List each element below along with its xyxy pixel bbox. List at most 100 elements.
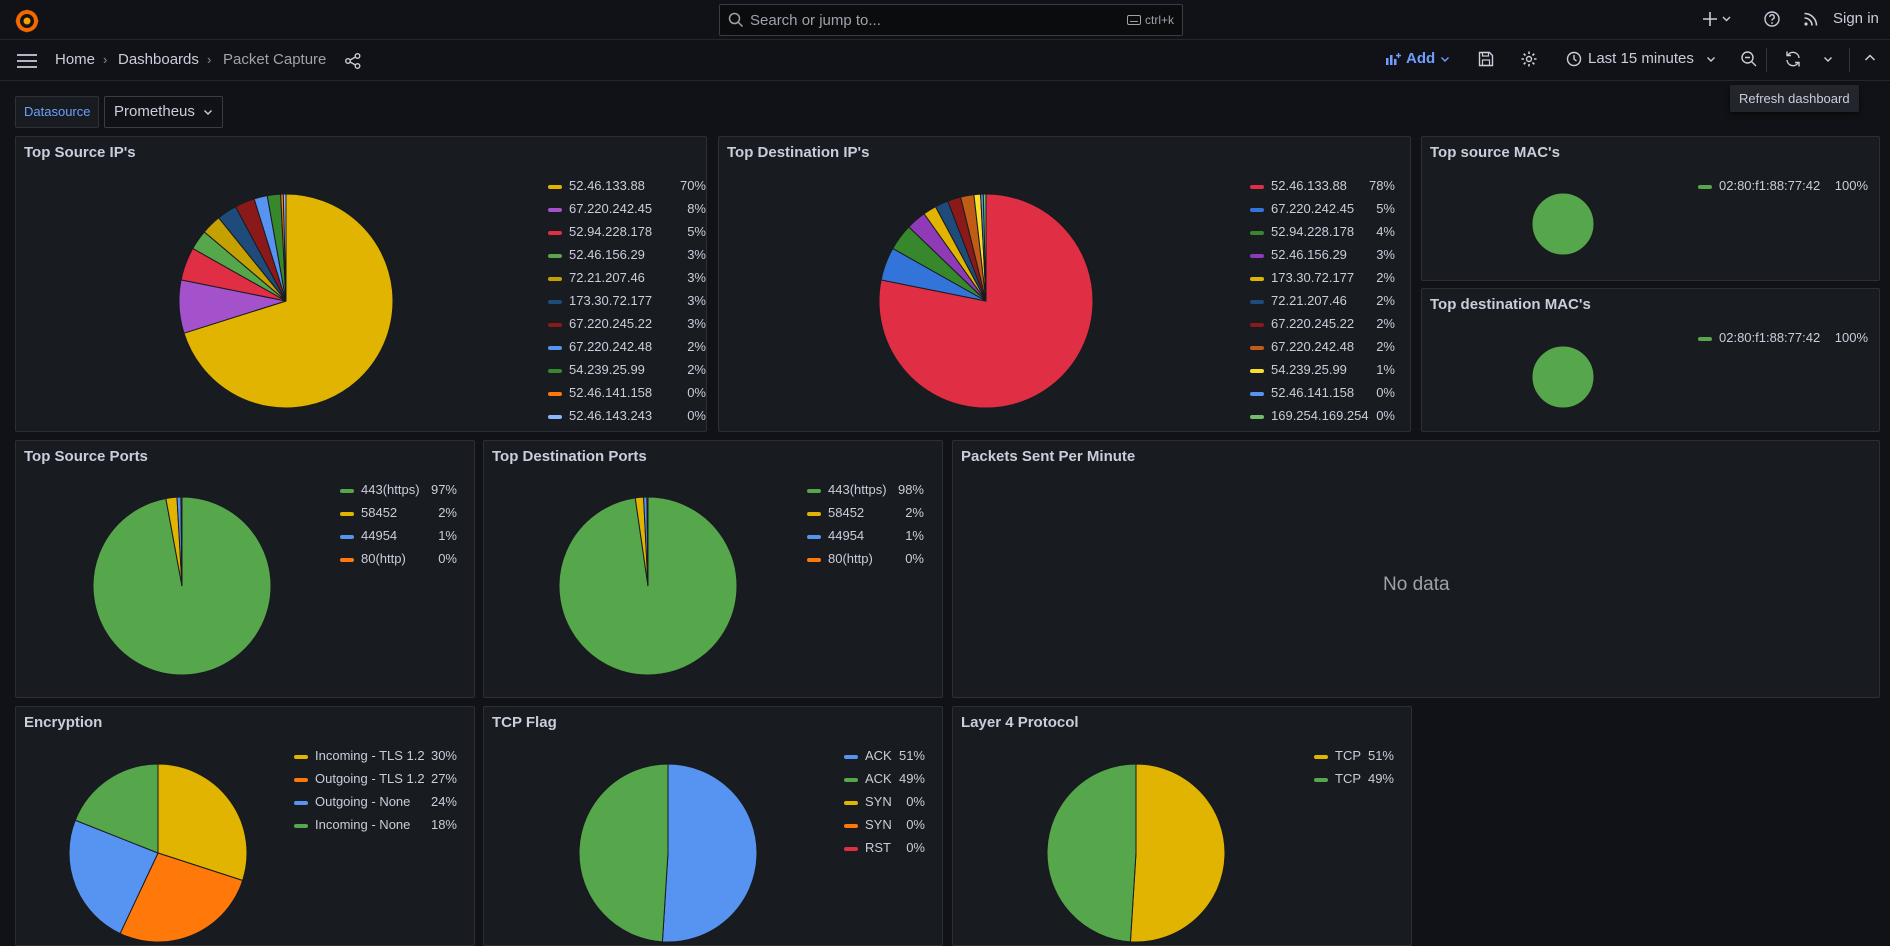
pie-slice-0[interactable]	[157, 763, 248, 882]
pie-chart[interactable]	[558, 496, 738, 676]
legend-item[interactable]: 58452 2%	[807, 504, 924, 527]
legend-item[interactable]: 67.220.242.45 8%	[548, 200, 706, 223]
legend-item[interactable]: 52.46.133.88 70%	[548, 177, 706, 200]
pie-chart[interactable]	[1046, 763, 1226, 943]
panel-top-source-macs[interactable]: Top source MAC's 02:80:f1:88:77:42 100%	[1421, 136, 1880, 281]
legend-item[interactable]: 52.94.228.178 5%	[548, 223, 706, 246]
refresh-interval-chevron-icon[interactable]	[1823, 55, 1833, 63]
add-button[interactable]: Add	[1385, 50, 1450, 67]
panel-top-source-ips[interactable]: Top Source IP's 52.46.133.88 70% 67.220.24…	[15, 136, 707, 432]
legend-item[interactable]: RST 0%	[844, 839, 925, 862]
collapse-chevron-up-icon[interactable]	[1864, 53, 1876, 63]
legend-item[interactable]: 443(https) 98%	[807, 481, 924, 504]
legend-percent: 3%	[1376, 247, 1395, 262]
legend-item[interactable]: 44954 1%	[807, 527, 924, 550]
breadcrumb-dashboards[interactable]: Dashboards	[118, 51, 199, 68]
legend-item[interactable]: TCP 51%	[1314, 747, 1394, 770]
chart-legend: ACK 51% ACK 49% SYN 0% SYN 0% RST 0%	[844, 747, 925, 862]
pie-chart[interactable]	[92, 496, 272, 676]
legend-item[interactable]: 72.21.207.46 3%	[548, 269, 706, 292]
panel-encryption[interactable]: Encryption Incoming - TLS 1.2 30% Outgoing…	[15, 706, 475, 946]
panel-top-source-ports[interactable]: Top Source Ports 443(https) 97% 58452 2% 449…	[15, 440, 475, 698]
save-icon[interactable]	[1477, 50, 1495, 68]
legend-item[interactable]: 67.220.245.22 3%	[548, 315, 706, 338]
panel-top-destination-ports[interactable]: Top Destination Ports 443(https) 98% 58452…	[483, 440, 943, 698]
share-icon[interactable]	[344, 52, 362, 70]
legend-item[interactable]: Incoming - TLS 1.2 30%	[294, 747, 457, 770]
panel-top-destination-macs[interactable]: Top destination MAC's 02:80:f1:88:77:42 1…	[1421, 288, 1880, 432]
legend-item[interactable]: 169.254.169.254 0%	[1250, 407, 1395, 430]
legend-item[interactable]: 52.46.141.158 0%	[1250, 384, 1395, 407]
grafana-logo-icon[interactable]	[14, 8, 40, 34]
pie-slice-1[interactable]	[578, 763, 669, 943]
help-button[interactable]	[1762, 9, 1782, 32]
legend-item[interactable]: 02:80:f1:88:77:42 100%	[1698, 329, 1868, 352]
legend-item[interactable]: 173.30.72.177 2%	[1250, 269, 1395, 292]
pie-chart[interactable]	[578, 763, 758, 943]
legend-item[interactable]: 80(http) 0%	[807, 550, 924, 573]
legend-item[interactable]: 02:80:f1:88:77:42 100%	[1698, 177, 1868, 200]
legend-item[interactable]: ACK 49%	[844, 770, 925, 793]
pie-slice-10[interactable]	[282, 193, 287, 302]
legend-item[interactable]: TCP 49%	[1314, 770, 1394, 793]
legend-item[interactable]: 67.220.242.48 2%	[548, 338, 706, 361]
breadcrumb-home[interactable]: Home	[55, 51, 96, 68]
pie-chart[interactable]	[878, 193, 1094, 409]
panel-packets-sent-per-minute[interactable]: Packets Sent Per Minute No data	[952, 440, 1880, 698]
legend-item[interactable]: 52.46.143.243 0%	[548, 407, 706, 430]
pie-chart[interactable]	[68, 763, 248, 943]
panel-top-destination-ips[interactable]: Top Destination IP's 52.46.133.88 78% 67.2…	[718, 136, 1411, 432]
legend-item[interactable]: 54.239.25.99 1%	[1250, 361, 1395, 384]
pie-slice-0[interactable]	[661, 763, 758, 943]
legend-swatch	[1250, 369, 1264, 373]
pie-chart[interactable]	[1531, 345, 1595, 409]
refresh-icon[interactable]	[1784, 50, 1802, 68]
legend-item[interactable]: 52.46.133.88 78%	[1250, 177, 1395, 200]
legend-item[interactable]: SYN 0%	[844, 793, 925, 816]
panel-layer4-protocol[interactable]: Layer 4 Protocol TCP 51% TCP 49%	[952, 706, 1412, 946]
datasource-variable-select[interactable]: Prometheus	[104, 96, 224, 128]
legend-item[interactable]: 58452 2%	[340, 504, 457, 527]
pie-slice-0[interactable]	[1531, 345, 1595, 409]
pie-slice-2[interactable]	[68, 819, 159, 935]
pie-slice-0[interactable]	[1129, 763, 1226, 943]
search-input[interactable]: Search or jump to... ctrl+k	[719, 4, 1183, 36]
legend-item[interactable]: 52.94.228.178 4%	[1250, 223, 1395, 246]
pie-slice-10[interactable]	[982, 193, 987, 302]
legend-swatch	[1250, 208, 1264, 212]
legend-item[interactable]: Outgoing - TLS 1.2 27%	[294, 770, 457, 793]
settings-gear-icon[interactable]	[1520, 50, 1538, 68]
news-button[interactable]	[1801, 9, 1821, 32]
panel-tcp-flag[interactable]: TCP Flag ACK 51% ACK 49% SYN 0% SYN 0% RST 0%	[483, 706, 943, 946]
zoom-out-icon[interactable]	[1740, 50, 1758, 68]
legend-item[interactable]: 52.46.156.29 3%	[1250, 246, 1395, 269]
legend-item[interactable]: SYN 0%	[844, 816, 925, 839]
pie-slice-3[interactable]	[74, 763, 159, 854]
legend-item[interactable]: Outgoing - None 24%	[294, 793, 457, 816]
legend-item[interactable]: 54.239.25.99 2%	[548, 361, 706, 384]
new-menu-button[interactable]	[1702, 9, 1732, 32]
menu-icon[interactable]	[16, 52, 38, 70]
legend-item[interactable]: 67.220.245.22 2%	[1250, 315, 1395, 338]
legend-item[interactable]: 80(http) 0%	[340, 550, 457, 573]
legend-item[interactable]: 52.46.141.158 0%	[548, 384, 706, 407]
legend-item[interactable]: 72.21.207.46 2%	[1250, 292, 1395, 315]
pie-chart[interactable]	[1531, 192, 1595, 256]
legend-label: 173.30.72.177	[569, 293, 653, 308]
legend-item[interactable]: 443(https) 97%	[340, 481, 457, 504]
pie-slice-0[interactable]	[1531, 192, 1595, 256]
pie-slice-3[interactable]	[646, 496, 649, 587]
pie-slice-3[interactable]	[180, 496, 183, 587]
legend-item[interactable]: 173.30.72.177 3%	[548, 292, 706, 315]
legend-item[interactable]: 67.220.242.45 5%	[1250, 200, 1395, 223]
time-range-picker[interactable]: Last 15 minutes	[1566, 50, 1716, 67]
pie-slice-1[interactable]	[1046, 763, 1137, 943]
pie-chart[interactable]	[178, 193, 394, 409]
pie-slice-0[interactable]	[183, 193, 394, 409]
sign-in-link[interactable]: Sign in	[1833, 10, 1879, 27]
legend-item[interactable]: ACK 51%	[844, 747, 925, 770]
legend-item[interactable]: 52.46.156.29 3%	[548, 246, 706, 269]
legend-item[interactable]: 44954 1%	[340, 527, 457, 550]
legend-item[interactable]: 67.220.242.48 2%	[1250, 338, 1395, 361]
legend-item[interactable]: Incoming - None 18%	[294, 816, 457, 839]
